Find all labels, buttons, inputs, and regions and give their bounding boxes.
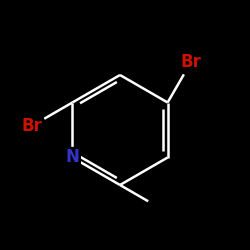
Text: Br: Br	[180, 54, 201, 72]
Text: N: N	[66, 148, 79, 166]
Text: Br: Br	[22, 117, 43, 135]
